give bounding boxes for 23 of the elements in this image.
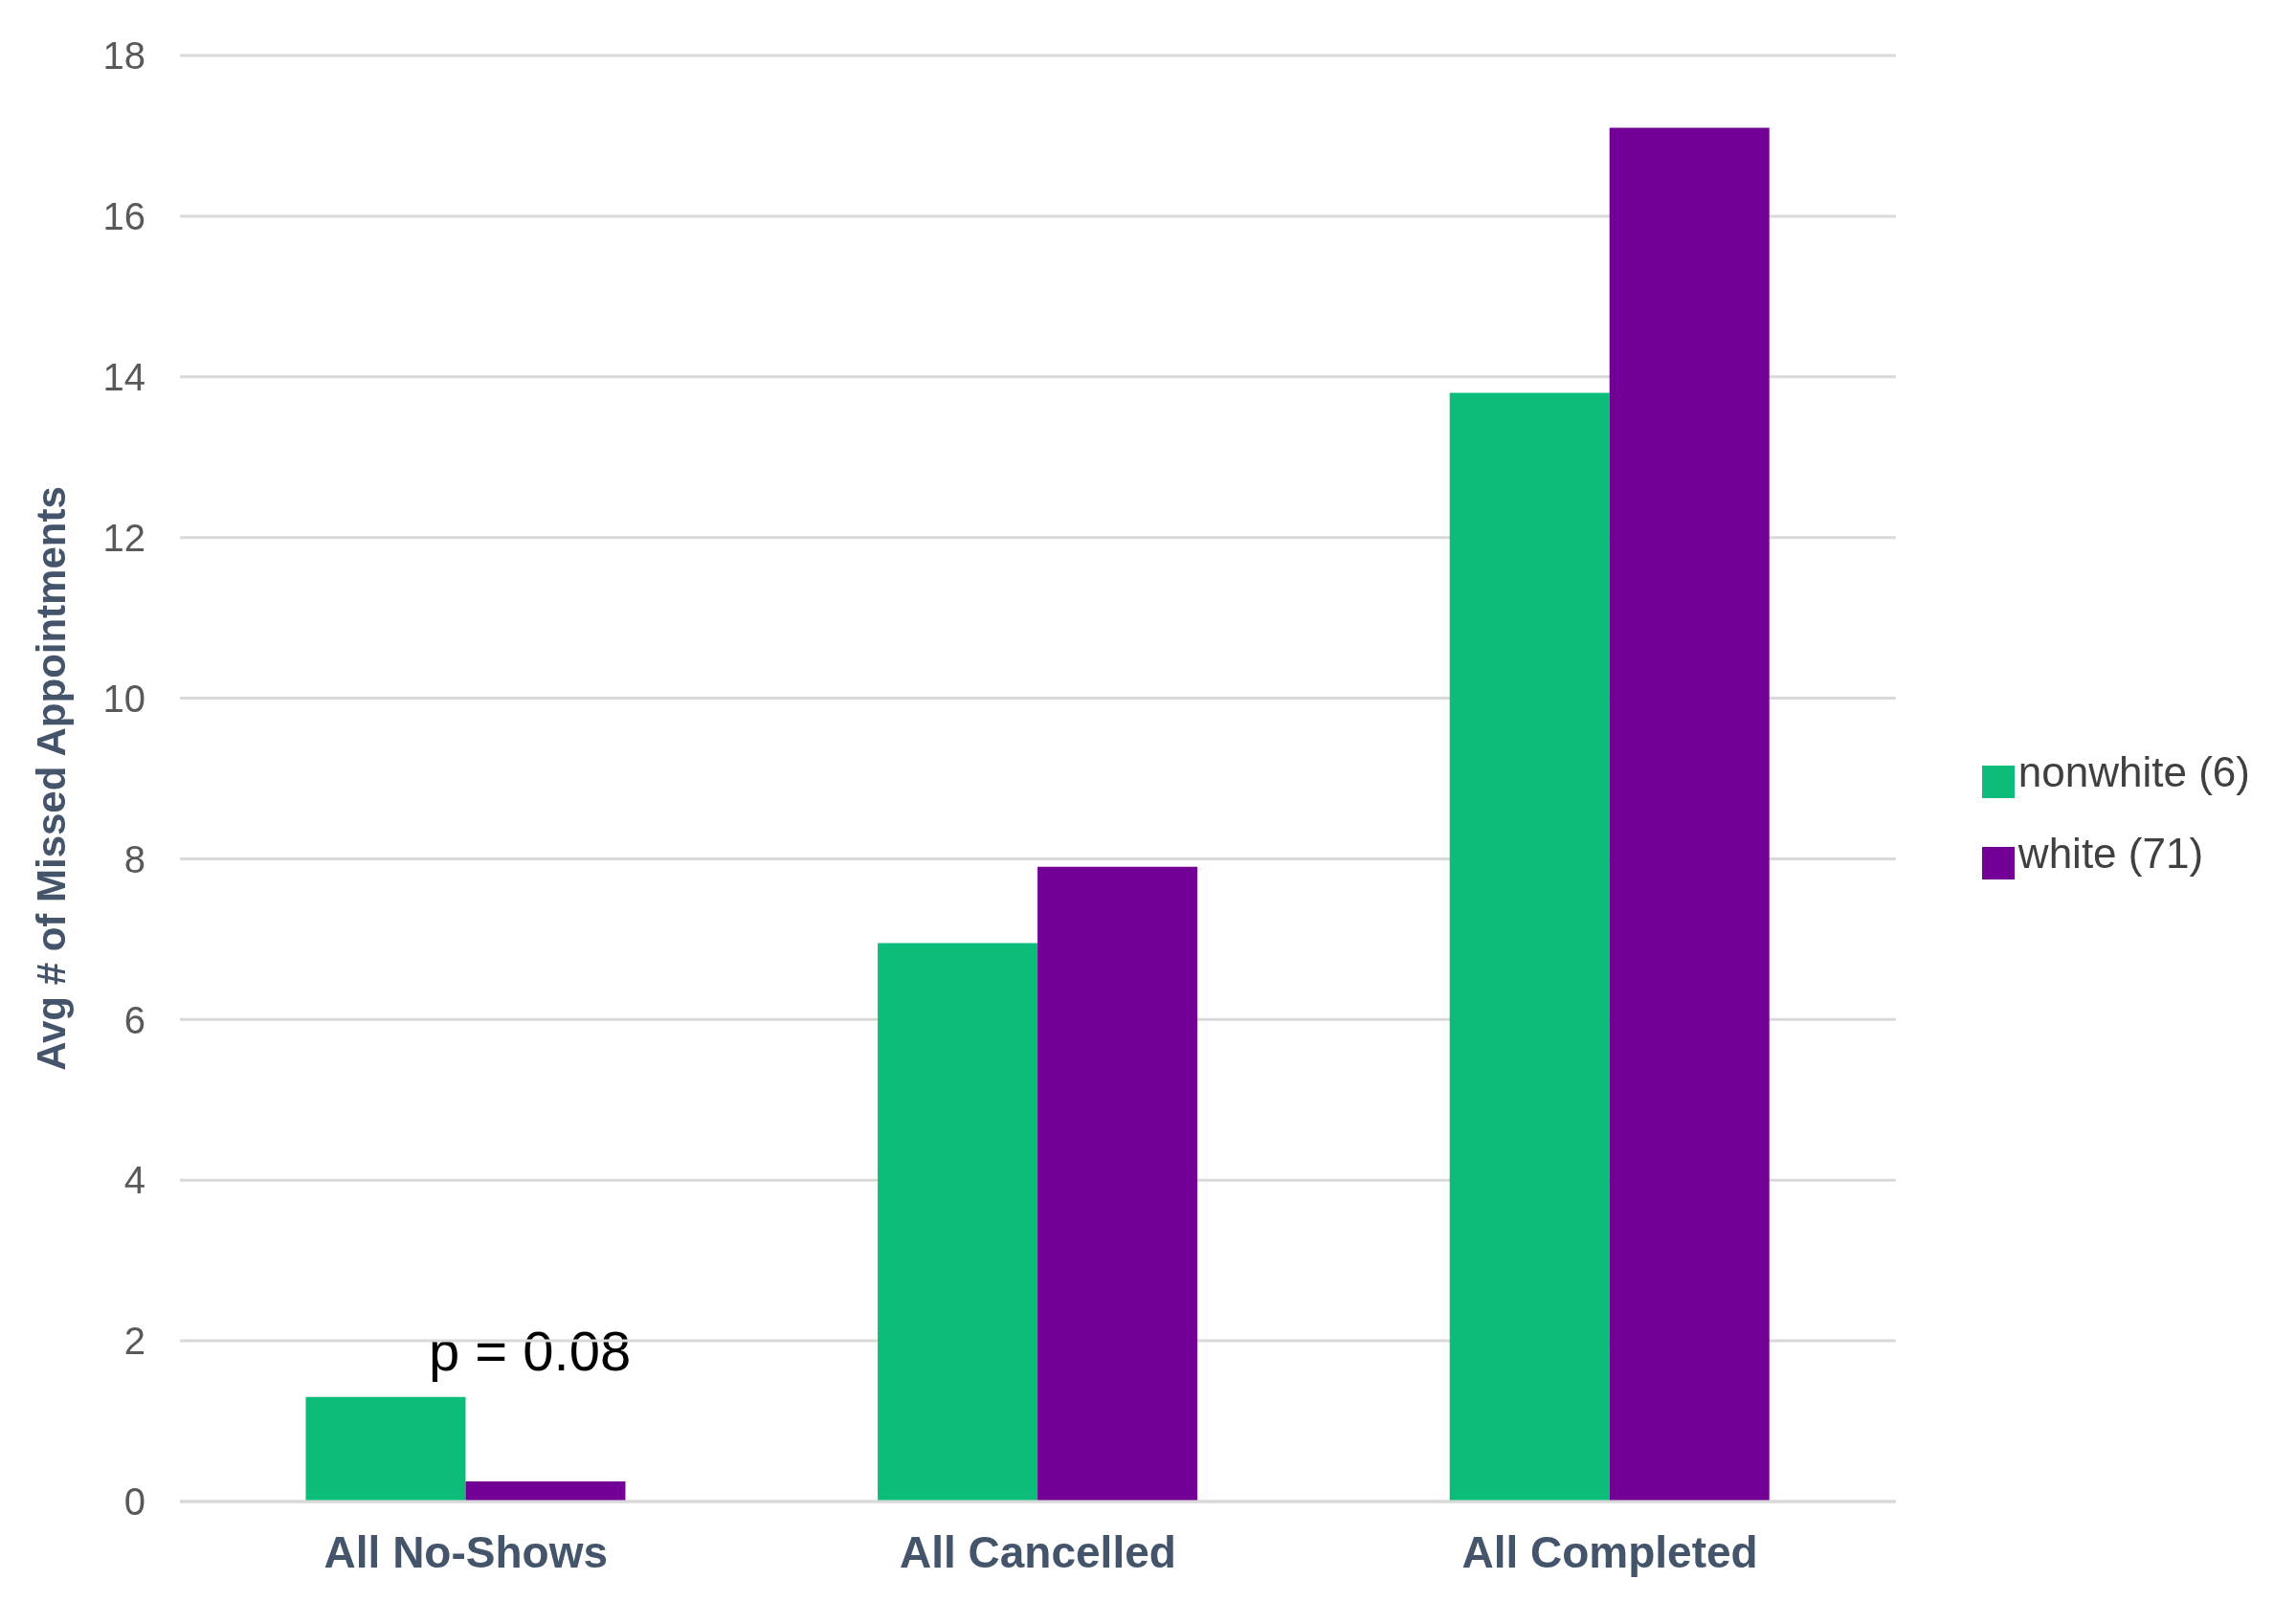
y-tick-label: 12 xyxy=(102,516,145,559)
bar xyxy=(1037,866,1198,1502)
legend-label: nonwhite (6) xyxy=(2017,747,2250,795)
x-tick-label: All Cancelled xyxy=(899,1526,1176,1577)
y-tick-label: 14 xyxy=(102,355,145,398)
y-tick-label: 2 xyxy=(123,1320,145,1363)
bar xyxy=(305,1396,466,1502)
legend-label: white (71) xyxy=(2017,829,2204,877)
y-tick-label: 16 xyxy=(102,195,145,238)
y-tick-label: 4 xyxy=(123,1159,145,1202)
y-axis-title: Avg # of Missed Appointments xyxy=(28,486,74,1071)
y-tick-label: 18 xyxy=(102,34,145,78)
bar xyxy=(1449,392,1610,1502)
x-tick-label: All Completed xyxy=(1461,1526,1758,1577)
bar xyxy=(1609,127,1770,1502)
y-tick-label: 6 xyxy=(123,998,145,1041)
y-tick-label: 8 xyxy=(123,837,145,880)
y-tick-label: 10 xyxy=(102,677,145,720)
bar xyxy=(878,943,1038,1502)
y-tick-label: 0 xyxy=(123,1480,145,1524)
x-tick-label: All No-Shows xyxy=(323,1526,609,1577)
bar xyxy=(465,1481,626,1502)
annotation: p = 0.08 xyxy=(429,1319,632,1383)
